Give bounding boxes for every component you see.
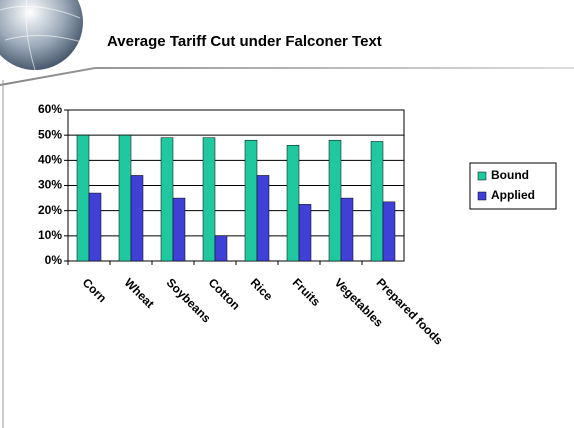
legend-label: Bound xyxy=(491,168,529,182)
bar xyxy=(244,139,258,262)
header-curve xyxy=(0,67,574,86)
bar xyxy=(214,235,228,262)
bar xyxy=(298,204,312,262)
y-tick-label: 40% xyxy=(38,153,62,167)
bar xyxy=(328,139,342,262)
bar xyxy=(340,197,354,262)
legend xyxy=(469,162,557,210)
bar xyxy=(160,137,174,262)
bar xyxy=(118,134,132,262)
y-tick-label: 10% xyxy=(38,228,62,242)
bar xyxy=(370,141,384,262)
globe-lines xyxy=(0,0,83,71)
legend-swatch xyxy=(477,171,487,181)
bar xyxy=(130,175,144,262)
bar xyxy=(172,197,186,262)
y-tick-label: 50% xyxy=(38,127,62,141)
y-tick-label: 20% xyxy=(38,203,62,217)
chart-title: Average Tariff Cut under Falconer Text xyxy=(107,33,382,50)
bar xyxy=(286,144,300,262)
bar xyxy=(382,201,396,262)
bar xyxy=(256,175,270,262)
legend-swatch xyxy=(477,191,487,201)
bar xyxy=(88,192,102,262)
bar xyxy=(76,134,90,262)
legend-label: Applied xyxy=(491,188,535,202)
y-tick-label: 60% xyxy=(38,102,62,116)
y-tick-label: 0% xyxy=(45,253,63,267)
bar xyxy=(202,137,216,262)
y-tick-label: 30% xyxy=(38,178,62,192)
globe xyxy=(0,0,83,70)
